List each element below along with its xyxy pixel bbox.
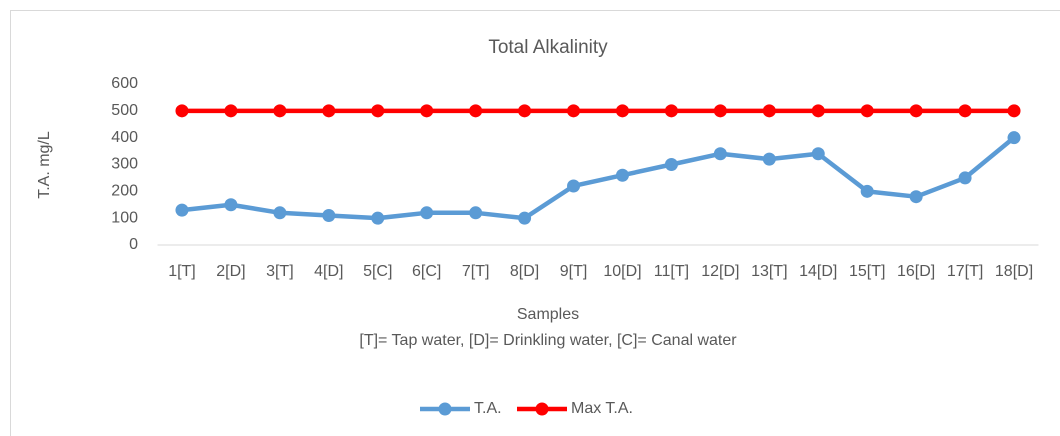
x-tick-label: 14[D] [799,263,837,280]
legend-label: T.A. [474,400,502,417]
x-tick-label: 3[T] [266,263,294,280]
marker [175,104,189,118]
x-tick-label: 10[D] [603,263,641,280]
marker [420,104,434,118]
marker [615,104,629,118]
marker [469,206,483,220]
y-tick-label: 200 [111,183,138,200]
marker [175,203,189,217]
marker [664,104,678,118]
marker [371,211,385,225]
y-axis-title: T.A. mg/L [36,131,53,199]
marker [567,179,581,193]
x-tick-label: 6[C] [412,263,441,280]
x-axis-title: Samples [517,306,579,323]
marker [322,104,336,118]
marker [909,190,923,204]
legend-marker [438,402,452,416]
marker [811,147,825,161]
x-tick-label: 4[D] [314,263,343,280]
y-tick-label: 100 [111,209,138,226]
marker [909,104,923,118]
marker [860,104,874,118]
x-tick-label: 13[T] [751,263,787,280]
x-tick-label: 18[D] [995,263,1033,280]
marker [713,104,727,118]
marker [713,147,727,161]
x-tick-label: 11[T] [654,263,689,280]
marker [762,104,776,118]
x-tick-label: 15[T] [849,263,885,280]
marker [860,184,874,198]
marker [322,208,336,222]
marker [1007,104,1021,118]
x-tick-label: 2[D] [216,263,245,280]
y-tick-label: 600 [111,75,138,92]
marker [518,104,532,118]
marker [469,104,483,118]
x-tick-label: 16[D] [897,263,935,280]
y-tick-label: 500 [111,102,138,119]
x-tick-label: 1[T] [168,263,196,280]
y-tick-label: 300 [111,156,138,173]
marker [420,206,434,220]
marker [518,211,532,225]
legend-marker [535,402,549,416]
marker [1007,131,1021,145]
marker [224,104,238,118]
x-tick-label: 12[D] [701,263,739,280]
marker [273,104,287,118]
series-line [181,135,1016,221]
x-tick-label: 5[C] [363,263,392,280]
marker [567,104,581,118]
y-tick-label: 400 [111,129,138,146]
x-tick-label: 7[T] [462,263,490,280]
marker [224,198,238,212]
marker [811,104,825,118]
x-tick-label: 17[T] [947,263,983,280]
marker [958,171,972,185]
y-tick-label: 0 [129,236,138,253]
marker [664,158,678,171]
x-tick-label: 9[T] [560,263,588,280]
marker [615,168,629,182]
marker [762,152,776,166]
legend-label: Max T.A. [571,400,633,417]
marker [273,206,287,220]
x-tick-label: 8[D] [510,263,539,280]
note: [T]= Tap water, [D]= Drinkling water, [C… [359,332,737,349]
marker [958,104,972,118]
marker [371,104,385,118]
chart-title: Total Alkalinity [488,37,608,58]
chart-border [10,10,1060,436]
